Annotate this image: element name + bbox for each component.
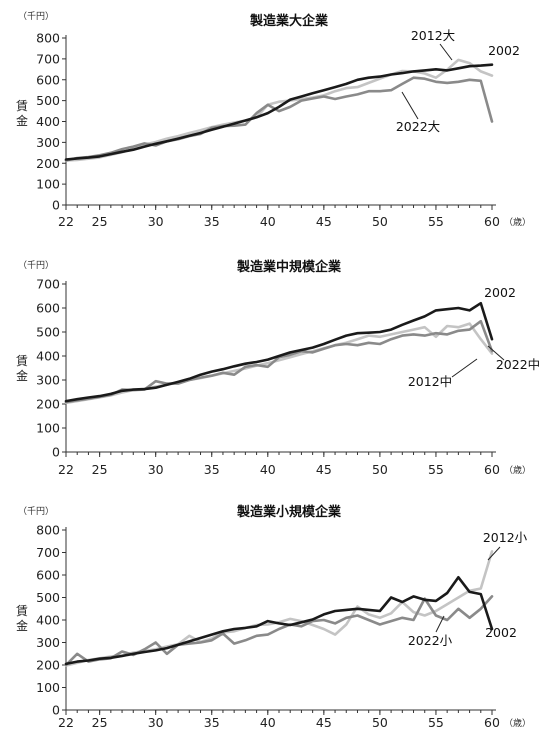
y-tick-label: 800 bbox=[36, 31, 60, 46]
x-tick-label: 25 bbox=[92, 462, 108, 477]
x-tick-label: 50 bbox=[372, 715, 388, 730]
x-tick-label: 30 bbox=[148, 214, 164, 229]
series-line-2002 bbox=[64, 575, 494, 666]
x-tick-label: 55 bbox=[428, 462, 444, 477]
x-tick-label: 50 bbox=[372, 214, 388, 229]
series-label-2012小: 2012小 bbox=[483, 530, 528, 545]
series-label-2002: 2002 bbox=[485, 625, 517, 640]
chart-panel-1: 製造業大企業 （千円） 賃金 0 100 200 300 400 500 600 700 800 22 2… bbox=[16, 11, 531, 229]
y-tick-label: 600 bbox=[36, 72, 60, 87]
x-tick-label: 45 bbox=[316, 715, 332, 730]
y-tick-label: 100 bbox=[36, 421, 60, 436]
y-tick-label: 0 bbox=[52, 703, 60, 718]
series-label-2012大: 2012大 bbox=[411, 28, 455, 43]
y-tick-label: 800 bbox=[36, 523, 60, 538]
x-tick-label: 25 bbox=[92, 715, 108, 730]
y-tick-label: 500 bbox=[36, 590, 60, 605]
y-tick-label: 0 bbox=[52, 198, 60, 213]
x-unit-label: （歳） bbox=[504, 717, 531, 729]
annotation-leader-line bbox=[401, 91, 419, 120]
series-line-2012小 bbox=[64, 550, 494, 667]
y-tick-label: 400 bbox=[36, 114, 60, 129]
x-tick-label: 45 bbox=[316, 462, 332, 477]
annotation-leader-line bbox=[435, 615, 445, 633]
y-axis-label: 賃金 bbox=[16, 353, 28, 383]
x-tick-label: 40 bbox=[260, 462, 276, 477]
x-tick-label: 30 bbox=[148, 462, 164, 477]
chart-title: 製造業大企業 bbox=[249, 13, 329, 29]
x-tick-label: 45 bbox=[316, 214, 332, 229]
y-axis-label: 賃金 bbox=[16, 98, 28, 128]
y-tick-label: 300 bbox=[36, 635, 60, 650]
x-tick-label: 40 bbox=[260, 715, 276, 730]
y-tick-label: 0 bbox=[52, 445, 60, 460]
series-label-2022小: 2022小 bbox=[408, 633, 453, 648]
x-tick-label: 40 bbox=[260, 214, 276, 229]
series-label-2022中: 2022中 bbox=[496, 357, 540, 372]
x-tick-label: 55 bbox=[428, 214, 444, 229]
x-tick-label: 55 bbox=[428, 715, 444, 730]
series-line-2002 bbox=[64, 63, 494, 161]
x-tick-label: 60 bbox=[484, 462, 500, 477]
x-tick-label: 60 bbox=[484, 214, 500, 229]
chart-panel-3: 製造業小規模企業 （千円） 賃金 0 100 200 300 400 500 600 700 800 2… bbox=[16, 504, 531, 730]
series-label-2002: 2002 bbox=[488, 43, 520, 58]
y-tick-label: 400 bbox=[36, 349, 60, 364]
x-tick-label: 35 bbox=[204, 715, 220, 730]
x-tick-label: 22 bbox=[58, 214, 74, 229]
series-line-2002 bbox=[64, 301, 494, 403]
y-unit-label: （千円） bbox=[18, 260, 54, 271]
x-tick-label: 30 bbox=[148, 715, 164, 730]
x-tick-label: 25 bbox=[92, 214, 108, 229]
y-tick-label: 600 bbox=[36, 568, 60, 583]
series-label-2022大: 2022大 bbox=[396, 119, 440, 134]
y-axis-label: 賃金 bbox=[16, 603, 28, 633]
y-tick-label: 600 bbox=[36, 301, 60, 316]
annotation-leader-line bbox=[487, 345, 505, 361]
series-label-2002: 2002 bbox=[484, 285, 516, 300]
chart-panel-2: 製造業中規模企業 （千円） 賃金 0 100 200 300 400 500 600 700 22 25… bbox=[16, 259, 540, 477]
chart-title: 製造業小規模企業 bbox=[236, 504, 342, 520]
series-line-2022大 bbox=[64, 76, 494, 162]
chart-title: 製造業中規模企業 bbox=[236, 259, 342, 275]
x-tick-label: 35 bbox=[204, 462, 220, 477]
x-unit-label: （歳） bbox=[504, 464, 531, 476]
y-tick-label: 200 bbox=[36, 658, 60, 673]
y-tick-label: 400 bbox=[36, 613, 60, 628]
annotation-leader-line bbox=[439, 43, 453, 61]
y-tick-label: 700 bbox=[36, 545, 60, 560]
y-tick-label: 200 bbox=[36, 397, 60, 412]
x-tick-label: 50 bbox=[372, 462, 388, 477]
x-unit-label: （歳） bbox=[504, 216, 531, 228]
annotation-leader-line bbox=[451, 358, 478, 378]
y-unit-label: （千円） bbox=[18, 11, 54, 22]
y-tick-label: 200 bbox=[36, 156, 60, 171]
x-tick-label: 22 bbox=[58, 462, 74, 477]
y-tick-label: 500 bbox=[36, 93, 60, 108]
series-label-2012中: 2012中 bbox=[408, 374, 452, 389]
y-tick-label: 100 bbox=[36, 177, 60, 192]
y-tick-label: 700 bbox=[36, 51, 60, 66]
x-tick-label: 22 bbox=[58, 715, 74, 730]
x-tick-label: 35 bbox=[204, 214, 220, 229]
annotation-leader-line bbox=[487, 546, 501, 561]
y-tick-label: 700 bbox=[36, 277, 60, 292]
y-tick-label: 300 bbox=[36, 373, 60, 388]
x-tick-label: 60 bbox=[484, 715, 500, 730]
y-tick-label: 500 bbox=[36, 325, 60, 340]
y-tick-label: 100 bbox=[36, 680, 60, 695]
y-tick-label: 300 bbox=[36, 135, 60, 150]
y-unit-label: （千円） bbox=[18, 506, 54, 517]
